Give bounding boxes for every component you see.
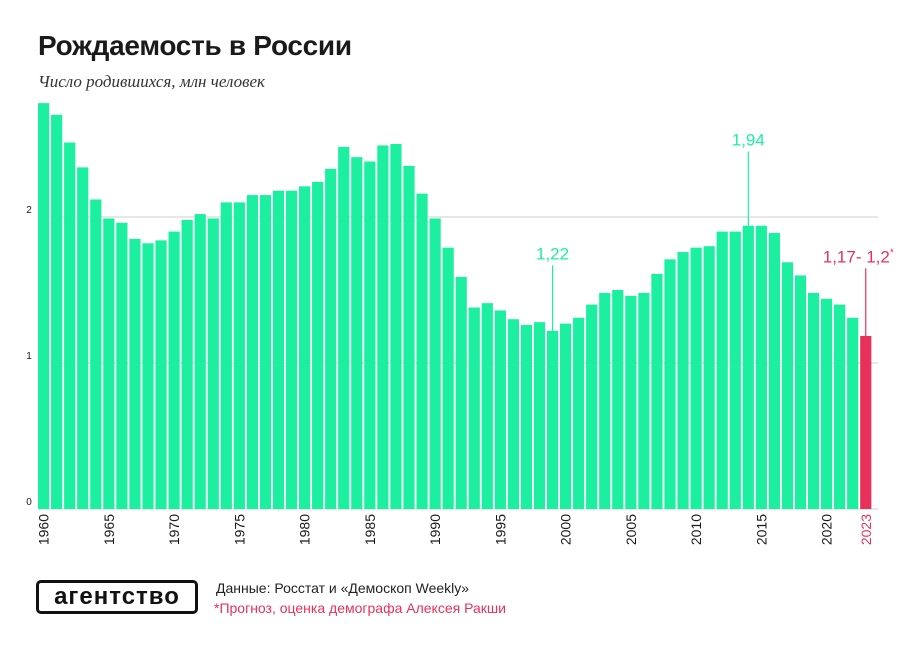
bar-1985 — [364, 161, 376, 509]
forecast-footnote: *Прогноз, оценка демографа Алексея Ракши — [214, 600, 506, 616]
bar-1977 — [259, 195, 272, 509]
bar-1978 — [272, 190, 285, 509]
agentstvo-logo: агентство — [36, 580, 198, 614]
y-tick-label: 0 — [26, 497, 32, 508]
bar-2005 — [625, 295, 637, 509]
bar-2008 — [664, 259, 676, 509]
bar-1984 — [351, 157, 363, 509]
y-tick-label: 1 — [26, 351, 32, 362]
bar-1960 — [38, 103, 50, 510]
bar-1996 — [507, 319, 519, 509]
bar-2003 — [599, 292, 611, 509]
x-tick-label-2020: 2020 — [819, 514, 835, 545]
bar-1988 — [403, 165, 415, 509]
bar-1971 — [181, 219, 193, 510]
y-tick-label: 2 — [26, 205, 32, 216]
x-tick-label-1980: 1980 — [297, 514, 313, 545]
bar-1963 — [77, 167, 89, 510]
bar-2001 — [573, 317, 585, 509]
bar-2012 — [716, 231, 728, 509]
bar-2006 — [638, 292, 650, 509]
bar-1986 — [377, 145, 389, 509]
y-axis-ticks: 0 1 2 — [26, 205, 32, 508]
x-tick-label-1985: 1985 — [362, 514, 378, 545]
bar-1999 — [546, 330, 559, 509]
bar-2010 — [690, 247, 702, 509]
bar-1995 — [494, 310, 506, 509]
bar-1967 — [129, 238, 141, 509]
bar-1964 — [90, 199, 102, 510]
bar-2009 — [677, 252, 689, 510]
bar-1972 — [194, 214, 206, 509]
bar-2004 — [612, 290, 624, 509]
bar-1961 — [51, 114, 63, 510]
bar-1976 — [246, 195, 258, 509]
annotation-label-2014: 1,94 — [732, 130, 765, 149]
annotation-label-2023: 1,17- 1,2* — [823, 247, 894, 266]
x-tick-label-2010: 2010 — [688, 514, 704, 545]
bar-1965 — [103, 218, 115, 509]
bar-2000 — [560, 323, 572, 509]
bar-1992 — [455, 276, 467, 509]
x-tick-label-1965: 1965 — [101, 514, 117, 545]
x-tick-label-1990: 1990 — [427, 514, 443, 545]
bar-1979 — [285, 190, 298, 509]
x-tick-label-1995: 1995 — [492, 514, 508, 545]
bar-2007 — [651, 273, 663, 509]
bars — [38, 103, 872, 510]
bar-1990 — [429, 218, 441, 509]
x-tick-label-1970: 1970 — [166, 514, 182, 545]
annotation-label-1999: 1,22 — [536, 244, 569, 263]
source-note: Данные: Росстат и «Демоскоп Weekly» — [216, 580, 470, 596]
bar-1987 — [390, 144, 402, 509]
chart-title: Рождаемость в России — [38, 30, 352, 61]
bar-chart: 1,221,941,17- 1,2* 012 1960 1965 1970 1975 1… — [26, 103, 894, 545]
x-tick-label-2015: 2015 — [753, 514, 769, 545]
x-tick-label-1975: 1975 — [231, 514, 247, 545]
bar-1981 — [312, 181, 324, 509]
bar-2016 — [768, 233, 780, 509]
bar-2014 — [742, 225, 754, 509]
bar-2018 — [794, 275, 807, 509]
bar-1991 — [442, 247, 454, 509]
bar-1997 — [520, 325, 533, 509]
bar-1975 — [233, 202, 245, 509]
bar-1969 — [155, 240, 167, 510]
bar-2021 — [834, 304, 846, 509]
x-tick-label-2000: 2000 — [558, 514, 574, 545]
bar-2020 — [821, 298, 833, 509]
bar-2015 — [755, 225, 767, 509]
bar-1966 — [116, 222, 128, 509]
x-tick-label-2023: 2023 — [858, 514, 874, 545]
bar-2002 — [586, 304, 598, 509]
bar-1980 — [299, 186, 311, 509]
bar-2023 — [860, 335, 872, 509]
x-tick-label-2005: 2005 — [623, 514, 639, 545]
x-axis-ticks: 1960 1965 1970 1975 1980 1985 1990 1995 2000 2005… — [36, 514, 874, 545]
bar-1993 — [468, 307, 480, 509]
bar-2011 — [703, 246, 715, 509]
bar-1998 — [533, 322, 546, 509]
bar-1962 — [64, 142, 76, 510]
bar-1994 — [481, 303, 493, 509]
bar-1973 — [207, 218, 219, 509]
bar-2013 — [729, 231, 741, 509]
bar-1982 — [325, 168, 337, 509]
bar-2022 — [847, 317, 859, 509]
x-tick-label-1960: 1960 — [36, 514, 52, 545]
bar-1974 — [220, 202, 232, 509]
bar-2019 — [807, 292, 820, 509]
bar-1970 — [168, 231, 180, 509]
bar-2017 — [781, 262, 794, 509]
annotations: 1,22 1,94 1,17- 1,2* — [536, 130, 894, 336]
bar-1968 — [142, 243, 154, 509]
bar-1989 — [416, 193, 428, 509]
bar-1983 — [338, 146, 350, 510]
chart-subtitle: Число родившихся, млн человек — [38, 72, 265, 91]
